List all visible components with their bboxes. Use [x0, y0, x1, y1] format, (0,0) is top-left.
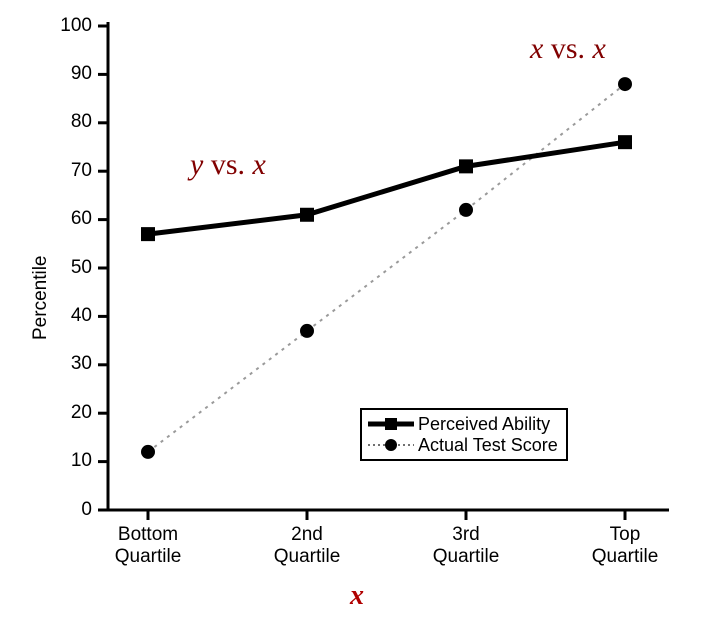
y-tick-label: 30	[71, 353, 92, 375]
y-tick-label: 50	[71, 257, 92, 279]
x-category-label: BottomQuartile	[93, 524, 203, 568]
annotation-x-vs-x: x vs. x	[530, 32, 606, 66]
legend-swatch-actual	[368, 436, 414, 454]
annotation-bottom-x: x	[350, 580, 364, 612]
y-tick-label: 0	[81, 499, 92, 521]
x-category-label: 2ndQuartile	[252, 524, 362, 568]
x-category-label: TopQuartile	[570, 524, 680, 568]
y-tick-label: 20	[71, 402, 92, 424]
x-category-label: 3rdQuartile	[411, 524, 521, 568]
chart-container: Percentile 0 10 20 30 40 50 60 70 80 90 100 Bottom…	[0, 0, 723, 619]
y-tick-label: 60	[71, 208, 92, 230]
legend-label-perceived: Perceived Ability	[418, 414, 550, 435]
legend-item-actual: Actual Test Score	[368, 435, 558, 456]
legend: Perceived Ability Actual Test Score	[360, 408, 568, 461]
legend-label-actual: Actual Test Score	[418, 435, 558, 456]
y-tick-label: 10	[71, 450, 92, 472]
y-axis-label: Percentile	[30, 256, 52, 341]
y-tick-label: 90	[71, 63, 92, 85]
y-tick-label: 40	[71, 305, 92, 327]
legend-item-perceived: Perceived Ability	[368, 414, 558, 435]
legend-swatch-perceived	[368, 415, 414, 433]
y-tick-label: 100	[60, 15, 92, 37]
y-tick-label: 80	[71, 111, 92, 133]
annotation-y-vs-x: y vs. x	[190, 148, 266, 182]
y-tick-label: 70	[71, 160, 92, 182]
